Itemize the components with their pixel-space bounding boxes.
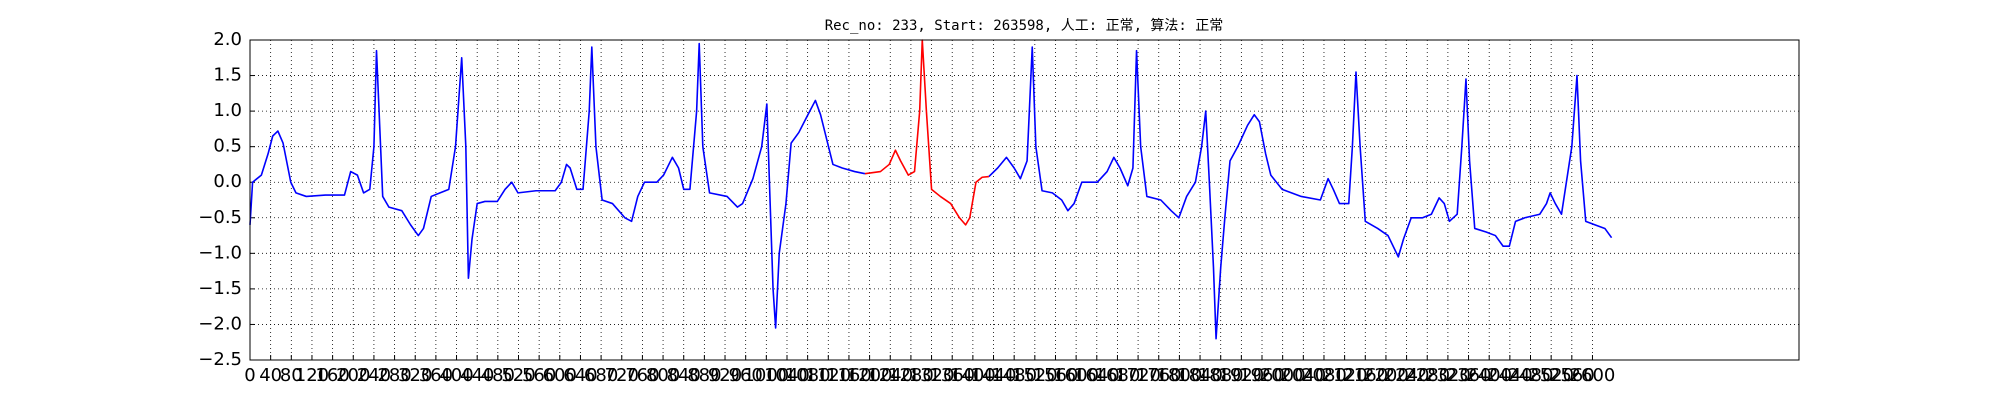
- x-tick-label: 800: [646, 365, 680, 386]
- x-tick-label: 560: [522, 365, 556, 386]
- x-tick-label: 1520: [1012, 365, 1058, 386]
- x-tick-label: 200: [336, 365, 370, 386]
- x-tick-label: 80: [280, 365, 303, 386]
- x-tick-label: 600: [543, 365, 577, 386]
- x-tick-label: 1160: [826, 365, 872, 386]
- ecg-line: [249, 42, 1613, 340]
- x-tick-label: 2240: [1384, 365, 1430, 386]
- x-tick-label: 1280: [888, 365, 934, 386]
- x-tick-label: 960: [729, 365, 763, 386]
- x-tick-label: 1560: [1033, 365, 1079, 386]
- x-tick-label: 920: [708, 365, 742, 386]
- x-tick-label: 1840: [1177, 365, 1223, 386]
- x-tick-label: 2360: [1446, 365, 1492, 386]
- x-tick-label: 2280: [1404, 365, 1450, 386]
- x-tick-label: 240: [357, 365, 391, 386]
- x-tick-label: 1200: [847, 365, 893, 386]
- x-tick-label: 2080: [1301, 365, 1347, 386]
- x-tick-label: 160: [315, 365, 349, 386]
- x-tick-label: 480: [481, 365, 515, 386]
- x-tick-label: 760: [625, 365, 659, 386]
- x-tick-label: 400: [439, 365, 473, 386]
- x-tick-label: 880: [687, 365, 721, 386]
- x-tick-label: 2040: [1280, 365, 1326, 386]
- x-tick-label: 1360: [929, 365, 975, 386]
- x-tick-label: 680: [584, 365, 618, 386]
- x-tick-label: 2440: [1487, 365, 1533, 386]
- x-tick-label: 1760: [1136, 365, 1182, 386]
- x-tick-label: 1800: [1156, 365, 1202, 386]
- chart-title: Rec_no: 233, Start: 263598, 人工: 正常, 算法: …: [825, 18, 1224, 34]
- x-tick-label: 1680: [1095, 365, 1141, 386]
- x-tick-label: 720: [605, 365, 639, 386]
- x-tick-label: 2200: [1363, 365, 1409, 386]
- x-tick-label: 360: [419, 365, 453, 386]
- y-tick-label: −2.5: [198, 349, 242, 370]
- x-tick-label: 2160: [1342, 365, 1388, 386]
- x-tick-label: 1640: [1074, 365, 1120, 386]
- y-tick-label: 0.0: [213, 171, 242, 192]
- y-tick-label: −0.5: [198, 207, 242, 228]
- y-tick-label: 1.0: [213, 100, 242, 121]
- x-tick-label: 840: [667, 365, 701, 386]
- y-tick-label: −1.5: [198, 278, 242, 299]
- x-tick-label: 1480: [991, 365, 1037, 386]
- x-tick-label: 2120: [1322, 365, 1368, 386]
- x-tick-label: 440: [460, 365, 494, 386]
- x-tick-label: 0: [244, 365, 255, 386]
- x-tick-label: 2560: [1549, 365, 1595, 386]
- x-tick-label: 1120: [805, 365, 851, 386]
- x-tick-label: 280: [377, 365, 411, 386]
- x-tick-label: 2600: [1570, 365, 1616, 386]
- x-tick-label: 1960: [1239, 365, 1285, 386]
- y-tick-label: 1.5: [213, 65, 242, 86]
- x-tick-label: 120: [295, 365, 329, 386]
- ecg-line: [864, 39, 989, 226]
- x-tick-label: 640: [563, 365, 597, 386]
- x-tick-label: 1600: [1053, 365, 1099, 386]
- x-tick-label: 1040: [764, 365, 810, 386]
- x-tick-label: 1080: [785, 365, 831, 386]
- y-tick-label: 2.0: [213, 29, 242, 50]
- x-tick-label: 1240: [867, 365, 913, 386]
- y-tick-label: 0.5: [213, 136, 242, 157]
- x-tick-label: 2320: [1425, 365, 1471, 386]
- x-tick-label: 1920: [1218, 365, 1264, 386]
- x-tick-label: 1720: [1115, 365, 1161, 386]
- x-tick-label: 1880: [1198, 365, 1244, 386]
- x-tick-label: 40: [259, 365, 282, 386]
- x-tick-label: 2400: [1466, 365, 1512, 386]
- x-tick-label: 2000: [1260, 365, 1306, 386]
- plot-frame: [249, 39, 1800, 361]
- x-tick-label: 1320: [909, 365, 955, 386]
- x-tick-label: 520: [501, 365, 535, 386]
- x-tick-label: 320: [398, 365, 432, 386]
- y-tick-label: −1.0: [198, 242, 242, 263]
- x-tick-label: 1000: [743, 365, 789, 386]
- x-tick-label: 2480: [1508, 365, 1554, 386]
- y-tick-label: −2.0: [198, 313, 242, 334]
- x-tick-label: 1440: [971, 365, 1017, 386]
- x-tick-label: 2520: [1528, 365, 1574, 386]
- x-tick-label: 1400: [950, 365, 996, 386]
